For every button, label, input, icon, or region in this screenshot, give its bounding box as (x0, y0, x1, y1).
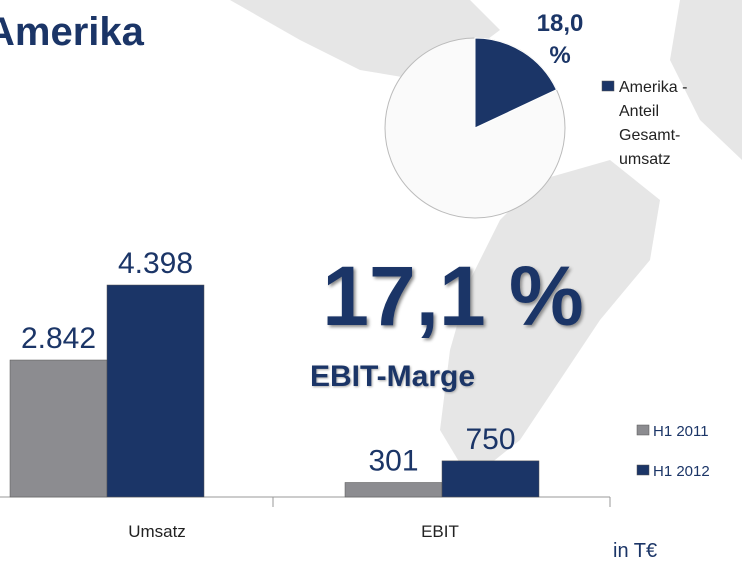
legend-swatch (636, 424, 650, 436)
legend-label: H1 2011 (653, 423, 709, 440)
title: Amerika (0, 10, 144, 54)
legend-swatch (601, 80, 615, 92)
kpi-label: EBIT-Marge (310, 360, 476, 393)
x-tick-label: Umsatz (128, 522, 186, 541)
legend-label: H1 2012 (653, 463, 710, 480)
unit-label: in T€ (613, 540, 658, 562)
value-label: 4.398 (118, 247, 193, 280)
value-label: 301 (368, 444, 418, 477)
pie-slice (474, 37, 558, 129)
bar (344, 482, 443, 498)
pie-value-label: 18,0 % (536, 10, 584, 69)
kpi-value: 17,1 % (322, 249, 584, 343)
value-label: 2.842 (21, 322, 96, 355)
value-label: 750 (465, 423, 515, 456)
x-tick-label: EBIT (421, 522, 459, 541)
bar (9, 359, 108, 498)
legend-label: Amerika - Anteil Gesamt-umsatz (619, 79, 688, 168)
legend-swatch (636, 464, 650, 476)
bar (106, 284, 205, 498)
bar (441, 460, 540, 498)
